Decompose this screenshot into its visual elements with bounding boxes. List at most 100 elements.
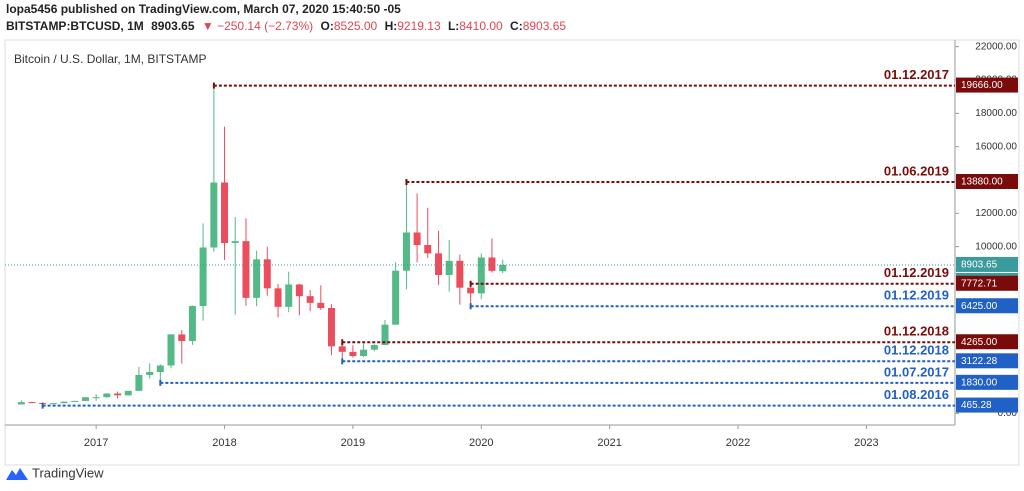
candle-body [188,306,196,341]
candle-body [231,241,239,243]
level-date: 01.12.2017 [884,67,949,82]
ohlc-value: 8525.00 [334,19,378,33]
level-badge [956,334,1018,350]
publisher-line: lopa5456 published on TradingView.com, M… [6,2,401,16]
x-tick-label: 2018 [212,437,236,449]
level-badge [956,77,1018,93]
level-date: 01.12.2018 [884,324,949,339]
candle-body [135,375,143,391]
y-tick-label: 22000.00 [975,41,1017,52]
ohlc-label: O: [320,19,333,33]
candle-body [253,259,261,298]
candle-body [402,232,410,271]
candle-body [178,334,186,341]
ohlc-value: 9219.13 [397,19,441,33]
candle-body [274,288,282,307]
candle-body [103,393,111,398]
level-date: 01.08.2016 [884,387,949,402]
candle-body [146,372,154,375]
candle-body [242,241,250,298]
symbol: BITSTAMP:BTCUSD, 1M [6,19,144,33]
x-tick-label: 2023 [854,437,878,449]
ohlc-value: 8903.65 [523,19,567,33]
candle-body [370,345,378,350]
candle-body [124,390,132,396]
candle-body [221,182,229,243]
symbol-line: BITSTAMP:BTCUSD, 1M 8903.65 ▼ −250.14 (−… [6,19,566,33]
candle-body [17,402,25,405]
level-value-label: 3122.28 [961,356,998,367]
candle-body [477,257,485,294]
candle-body [71,400,79,402]
candle-body [445,260,453,275]
level-value-label: 13880.00 [961,177,1003,188]
candle-body [349,351,357,356]
y-tick-label: 0.00 [998,408,1018,419]
candle-body [488,257,496,271]
y-tick-label: 16000.00 [975,141,1017,152]
candle-body [263,259,271,289]
level-badge [956,353,1018,369]
candle-body [413,232,421,245]
candle-body [81,397,89,401]
candle-body [210,182,218,248]
candle-body [499,264,507,272]
level-value-label: 19666.00 [961,80,1003,91]
y-tick-label: 10000.00 [975,241,1017,252]
candle-body [392,270,400,325]
level-badge [956,275,1018,291]
level-badge [956,298,1018,314]
candle-body [199,247,207,306]
ohlc-label: L: [448,19,459,33]
level-value-label: 6425.00 [961,301,998,312]
y-tick-label: 12000.00 [975,208,1017,219]
candle-body [167,334,175,366]
candle-body [92,397,100,399]
level-date: 01.12.2018 [884,343,949,358]
x-tick-label: 2020 [469,437,493,449]
change: ▼ −250.14 (−2.73%) [202,19,313,33]
x-tick-label: 2019 [341,437,365,449]
candle-body [317,302,325,308]
level-value-label: 465.28 [961,400,992,411]
ohlc-value: 8410.00 [459,19,503,33]
tv-logo [6,468,28,480]
level-date: 01.12.2019 [884,288,949,303]
last-price-badge [956,256,1018,272]
level-date: 01.12.2019 [884,265,949,280]
y-tick-label: 18000.00 [975,108,1017,119]
candle-body [381,324,389,345]
level-badge [956,174,1018,189]
last-price-label: 8903.65 [961,260,998,271]
level-value-label: 7772.71 [961,278,998,289]
price: 8903.65 [151,19,195,33]
ohlc-label: H: [385,19,398,33]
candle-body [338,346,346,352]
candle-body [49,403,57,405]
x-tick-label: 2021 [597,437,621,449]
candle-body [435,253,443,275]
candle-body [424,245,432,254]
ohlc-label: C: [510,19,523,33]
candle-body [60,401,68,404]
level-value-label: 1830.00 [961,377,998,388]
candle-body [467,287,475,294]
chart-frame [4,39,1020,466]
candle-body [327,308,335,347]
level-date: 01.06.2019 [884,163,949,178]
candle-body [295,284,303,297]
level-value-label: 4265.00 [961,337,998,348]
level-badge [956,397,1018,413]
candle-body [360,349,368,356]
candle-body [456,260,464,288]
x-tick-label: 2017 [84,437,108,449]
candle-body [306,296,314,303]
chart-title: Bitcoin / U.S. Dollar, 1M, BITSTAMP [14,52,207,66]
brand: TradingView [32,465,104,480]
x-tick-label: 2022 [726,437,750,449]
candle-body [156,365,164,372]
candle-body [114,393,122,396]
candle-body [285,284,293,307]
